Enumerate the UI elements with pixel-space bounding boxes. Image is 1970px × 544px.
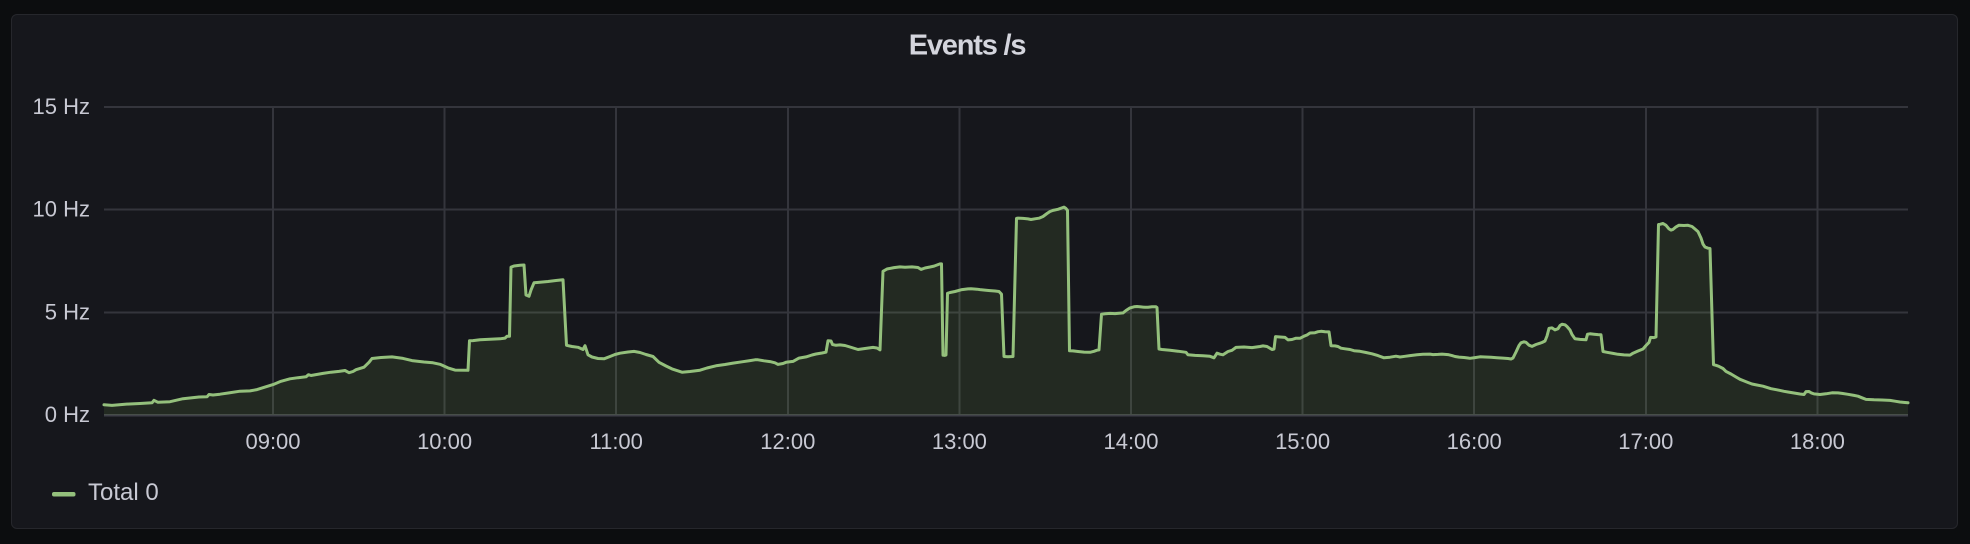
svg-text:10:00: 10:00 <box>417 429 472 454</box>
svg-text:14:00: 14:00 <box>1103 429 1158 454</box>
svg-text:0 Hz: 0 Hz <box>45 402 90 427</box>
svg-text:16:00: 16:00 <box>1447 429 1502 454</box>
svg-text:10 Hz: 10 Hz <box>33 197 90 222</box>
svg-text:12:00: 12:00 <box>760 429 815 454</box>
svg-text:17:00: 17:00 <box>1618 429 1673 454</box>
svg-text:13:00: 13:00 <box>932 429 987 454</box>
svg-text:15:00: 15:00 <box>1275 429 1330 454</box>
svg-text:11:00: 11:00 <box>589 429 642 454</box>
svg-text:18:00: 18:00 <box>1790 429 1845 454</box>
svg-text:Total 0: Total 0 <box>88 479 159 506</box>
svg-text:5 Hz: 5 Hz <box>45 299 90 324</box>
svg-text:09:00: 09:00 <box>245 429 300 454</box>
svg-text:Events /s: Events /s <box>909 30 1026 62</box>
svg-text:15 Hz: 15 Hz <box>33 94 90 119</box>
